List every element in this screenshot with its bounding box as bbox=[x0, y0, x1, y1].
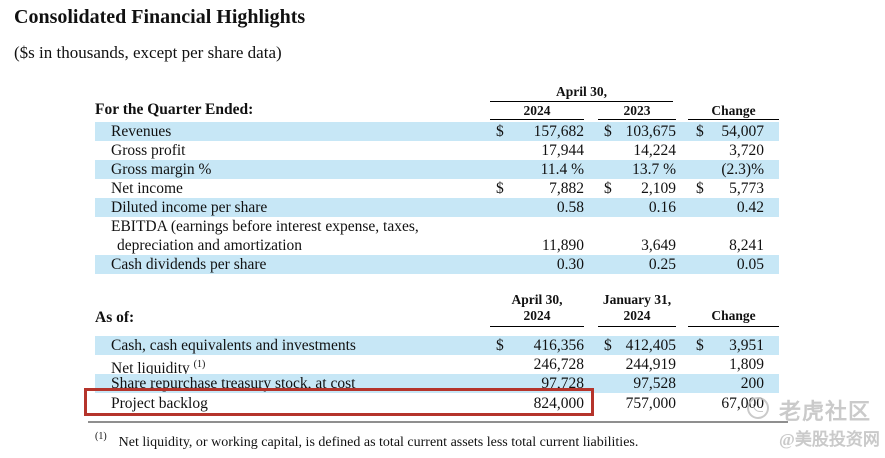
row-label: Cash dividends per share bbox=[111, 256, 267, 273]
value-cell: $7,882 bbox=[496, 180, 584, 197]
value-cell: 11,890 bbox=[541, 237, 584, 254]
value-cell: 244,919 bbox=[625, 356, 676, 373]
row-label: Project backlog bbox=[111, 395, 208, 412]
table-row: EBITDA (earnings before interest expense… bbox=[95, 217, 779, 255]
table-row: Net income $7,882 $2,109 $5,773 bbox=[95, 179, 779, 198]
asof-section-label: As of: bbox=[95, 309, 135, 326]
col-header-line2: Change bbox=[711, 308, 756, 323]
value-cell: 3,649 bbox=[641, 237, 676, 254]
value-cell: 0.05 bbox=[736, 256, 764, 273]
table-row: Gross profit 17,944 14,224 3,720 bbox=[95, 141, 779, 160]
currency-sign: $ bbox=[696, 180, 704, 197]
currency-sign: $ bbox=[604, 123, 612, 140]
table-row: Gross margin % 11.4 % 13.7 % (2.3)% bbox=[95, 160, 779, 179]
table-row: Cash dividends per share 0.30 0.25 0.05 bbox=[95, 255, 779, 274]
value-cell: 3,720 bbox=[729, 142, 764, 159]
asof-col-header-change: Change bbox=[688, 291, 779, 327]
value-cell: 8,241 bbox=[729, 237, 764, 254]
table-row: Diluted income per share 0.58 0.16 0.42 bbox=[95, 198, 779, 217]
currency-sign: $ bbox=[604, 180, 612, 197]
col-header-line2: 2024 bbox=[523, 308, 551, 323]
quarter-col-header-change: Change bbox=[688, 103, 779, 120]
value-cell: 0.25 bbox=[648, 256, 676, 273]
value-cell: 0.30 bbox=[556, 256, 584, 273]
value-cell: (2.3)% bbox=[721, 161, 764, 178]
value-cell: 13.7 % bbox=[632, 161, 676, 178]
value-cell: $5,773 bbox=[696, 180, 764, 197]
row-label: Gross margin % bbox=[111, 161, 212, 178]
row-label: Net liquidity (1) bbox=[111, 355, 205, 378]
table-row: Net liquidity (1) 246,728 244,919 1,809 bbox=[95, 355, 779, 377]
value-cell: 67,000 bbox=[721, 395, 764, 412]
value-cell: $2,109 bbox=[604, 180, 676, 197]
value-cell: 14,224 bbox=[633, 142, 676, 159]
currency-sign: $ bbox=[496, 180, 504, 197]
row-label: Cash, cash equivalents and investments bbox=[111, 337, 356, 354]
row-label: Diluted income per share bbox=[111, 199, 268, 216]
footnote-text: Net liquidity, or working capital, is de… bbox=[118, 435, 639, 450]
value-cell: 0.42 bbox=[736, 199, 764, 216]
footnote-marker: (1) bbox=[95, 431, 107, 442]
table-row: Share repurchase treasury stock, at cost… bbox=[95, 374, 779, 393]
page-subtitle: ($s in thousands, except per share data) bbox=[14, 43, 282, 62]
value-cell: 824,000 bbox=[533, 395, 584, 412]
watermark-community: 老虎社区 bbox=[779, 399, 872, 424]
value-cell: 246,728 bbox=[533, 356, 584, 373]
value-cell: $3,951 bbox=[696, 337, 764, 354]
page-title: Consolidated Financial Highlights bbox=[14, 6, 306, 28]
currency-sign: $ bbox=[696, 123, 704, 140]
quarter-col-header-2024: 2024 bbox=[490, 103, 584, 120]
table-row: Revenues $157,682 $103,675 $54,007 bbox=[95, 122, 779, 141]
value-cell: 97,528 bbox=[633, 375, 676, 392]
watermark-handle: @美股投资网 bbox=[779, 430, 880, 449]
row-label: Share repurchase treasury stock, at cost bbox=[111, 375, 356, 392]
col-header-line2: 2024 bbox=[623, 308, 651, 323]
footnote-reference: (1) bbox=[193, 359, 206, 370]
currency-sign: $ bbox=[696, 337, 704, 354]
value-cell: $157,682 bbox=[496, 123, 584, 140]
value-cell: 17,944 bbox=[541, 142, 584, 159]
value-cell: 1,809 bbox=[729, 356, 764, 373]
asof-col-header-jan: January 31, 2024 bbox=[598, 291, 676, 327]
row-label: EBITDA (earnings before interest expense… bbox=[111, 218, 419, 235]
quarter-col-header-2023: 2023 bbox=[598, 103, 676, 120]
value-cell: $416,356 bbox=[496, 337, 584, 354]
value-cell: 0.16 bbox=[648, 199, 676, 216]
table-row-project-backlog: Project backlog 824,000 757,000 67,000 bbox=[95, 394, 779, 414]
quarter-section-label: For the Quarter Ended: bbox=[95, 101, 254, 118]
currency-sign: $ bbox=[496, 123, 504, 140]
table-row: Cash, cash equivalents and investments $… bbox=[95, 336, 779, 355]
value-cell: 11.4 % bbox=[540, 161, 584, 178]
value-cell: $103,675 bbox=[604, 123, 676, 140]
value-cell: $412,405 bbox=[604, 337, 676, 354]
value-cell: $54,007 bbox=[696, 123, 764, 140]
quarter-span-header: April 30, bbox=[490, 84, 673, 102]
row-label: Net income bbox=[111, 180, 183, 197]
value-cell: 757,000 bbox=[625, 395, 676, 412]
value-cell: 97,728 bbox=[541, 375, 584, 392]
col-header-line1: April 30, bbox=[511, 292, 563, 307]
value-cell: 200 bbox=[740, 375, 764, 392]
row-label: Revenues bbox=[111, 123, 172, 140]
row-label-line2: depreciation and amortization bbox=[117, 237, 303, 254]
row-label: Gross profit bbox=[111, 142, 186, 159]
footnote-divider bbox=[88, 421, 788, 423]
col-header-line1: January 31, bbox=[602, 292, 672, 307]
asof-col-header-apr: April 30, 2024 bbox=[490, 291, 584, 327]
currency-sign: $ bbox=[604, 337, 612, 354]
value-cell: 0.58 bbox=[556, 199, 584, 216]
currency-sign: $ bbox=[496, 337, 504, 354]
row-label-text: Net liquidity bbox=[111, 360, 190, 377]
footnote: (1) Net liquidity, or working capital, is… bbox=[95, 431, 638, 451]
